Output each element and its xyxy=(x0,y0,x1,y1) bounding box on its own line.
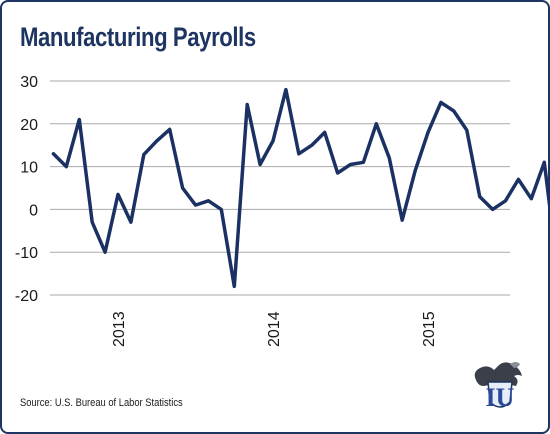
y-tick-label: -20 xyxy=(15,288,38,305)
series-line xyxy=(51,87,550,289)
source-note: Source: U.S. Bureau of Labor Statistics xyxy=(20,397,183,409)
chart-title: Manufacturing Payrolls xyxy=(20,22,256,52)
logo-lettering: IU xyxy=(486,383,515,412)
y-tick-label: 0 xyxy=(29,202,38,219)
x-tick-label: 2014 xyxy=(266,311,283,347)
y-tick-label: 10 xyxy=(20,160,38,177)
gridlines xyxy=(50,80,510,296)
eagle-shield-logo: IU xyxy=(474,362,522,412)
x-axis-ticks: 2013 2014 2015 xyxy=(111,311,438,347)
x-tick-label: 2013 xyxy=(111,311,128,347)
series-layer xyxy=(51,87,550,289)
y-tick-label: 20 xyxy=(20,117,38,134)
y-axis-ticks: 30 20 10 0 -10 -20 xyxy=(15,74,38,305)
y-tick-label: 30 xyxy=(20,74,38,91)
y-tick-label: -10 xyxy=(15,245,38,262)
x-tick-label: 2015 xyxy=(421,311,438,347)
